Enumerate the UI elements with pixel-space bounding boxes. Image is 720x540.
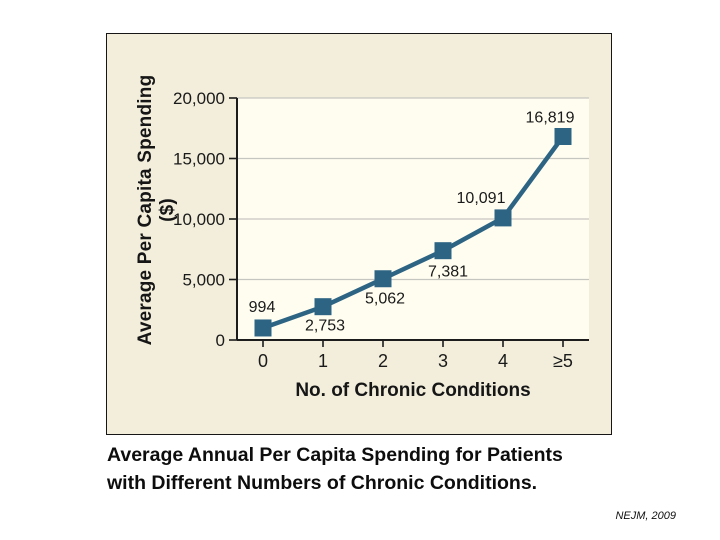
y-tick-label: 20,000	[173, 89, 225, 108]
x-tick-label: 2	[378, 351, 388, 371]
data-point-marker	[374, 270, 392, 288]
x-tick-label: 0	[258, 351, 268, 371]
data-point-marker	[314, 298, 332, 316]
data-point-label: 994	[249, 299, 276, 316]
data-line	[262, 135, 565, 331]
x-tick-label: 4	[498, 351, 508, 371]
data-point-marker	[254, 319, 272, 337]
x-axis-title: No. of Chronic Conditions	[295, 380, 531, 401]
data-point-label: 16,819	[526, 109, 575, 126]
figure-caption: Average Annual Per Capita Spending for P…	[107, 441, 647, 497]
data-point-label: 2,753	[305, 318, 345, 335]
y-tick-label: 15,000	[173, 150, 225, 169]
figure-caption-line1: Average Annual Per Capita Spending for P…	[107, 444, 563, 466]
x-tick-label: ≥5	[553, 351, 573, 371]
spending-line-chart: 0 5,000 10,000 15,000 20,000 0 1 2 3 4 ≥5 994 2,753 5…	[173, 89, 589, 371]
data-point-label: 7,381	[428, 264, 468, 281]
x-tick-label: 1	[318, 351, 328, 371]
y-tick-label: 5,000	[182, 271, 225, 290]
data-point-label: 10,091	[457, 190, 506, 207]
source-citation: NEJM, 2009	[615, 510, 676, 522]
figure-caption-line2: with Different Numbers of Chronic Condit…	[107, 472, 538, 494]
data-point-marker	[434, 242, 452, 260]
data-point-marker	[554, 127, 572, 145]
chart-figure-panel: 0 5,000 10,000 15,000 20,000 0 1 2 3 4 ≥5 994 2,753 5…	[106, 33, 612, 435]
y-tick-label: 0	[216, 331, 225, 350]
x-tick-label: 3	[438, 351, 448, 371]
data-point-marker	[494, 209, 512, 227]
y-tick-label: 10,000	[173, 210, 225, 229]
data-point-label: 5,062	[365, 291, 405, 308]
y-axis-title: Average Per Capita Spending ($)	[135, 74, 178, 346]
